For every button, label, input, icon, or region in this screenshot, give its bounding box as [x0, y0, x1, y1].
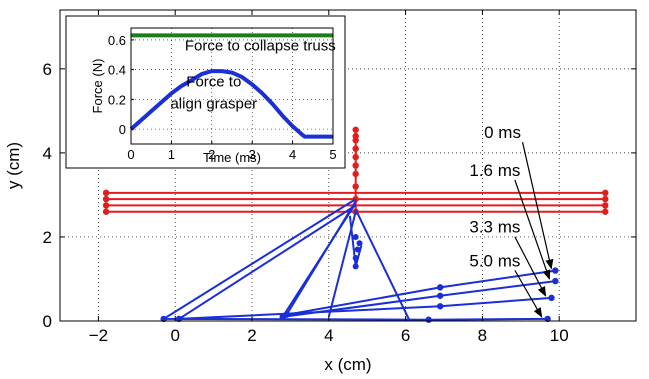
truss-node [102, 208, 110, 215]
grasper-joint [436, 303, 444, 310]
inset-x-tick-label: 1 [168, 147, 175, 162]
truss-node [602, 189, 609, 197]
annotation-arrow [514, 270, 543, 318]
inset-annotation: Force to [186, 74, 241, 91]
align-force-curve [129, 69, 333, 139]
time-annotation: 5.0 ms [469, 251, 520, 270]
grasper-joint [352, 263, 359, 270]
inset-y-tick-label: 0.2 [108, 92, 126, 107]
x-tick-label: −2 [89, 326, 108, 345]
truss-node [102, 189, 110, 197]
y-axis-label: y (cm) [4, 142, 23, 189]
annotation-arrow [521, 142, 554, 270]
truss-node [102, 202, 110, 209]
x-axis-label: x (cm) [324, 355, 371, 374]
truss-node [602, 208, 609, 215]
inset-x-tick-label: 0 [127, 147, 134, 162]
grasper-linkage [280, 202, 556, 319]
truss-node [352, 170, 359, 178]
grasper-joint [425, 316, 432, 323]
x-tick-label: 6 [401, 326, 410, 345]
truss-node [352, 145, 359, 152]
truss-node [352, 132, 359, 140]
grasper-joint [552, 277, 559, 285]
inset-x-tick-label: 3 [249, 147, 256, 162]
truss-node [602, 202, 609, 209]
inset-annotation: Force to collapse truss [185, 37, 336, 54]
inset-annotation: align grasper [170, 95, 257, 112]
y-tick-label: 4 [43, 144, 52, 163]
grasper-linkage [175, 204, 552, 321]
time-annotation: 1.6 ms [469, 161, 520, 180]
inset-x-axis-label: Time (ms) [203, 150, 261, 165]
grasper-joint [356, 240, 363, 247]
annotation-arrow [514, 236, 547, 297]
x-tick-label: 10 [550, 326, 569, 345]
annotation-arrow [514, 179, 551, 281]
grasper-joint [160, 315, 167, 323]
grasper-link [354, 209, 411, 321]
grasper-joint [548, 294, 555, 302]
y-tick-label: 0 [43, 312, 52, 331]
time-annotation: 0 ms [484, 123, 521, 142]
truss-node [352, 162, 359, 169]
grasper-linkage [160, 198, 548, 321]
x-tick-label: 8 [478, 326, 487, 345]
grasper-joint [436, 292, 444, 299]
inset-panel [65, 15, 346, 169]
inset-y-tick-label: 0.4 [108, 63, 126, 78]
y-tick-label: 6 [43, 60, 52, 79]
truss-node [602, 195, 609, 203]
grasper-joint [354, 246, 361, 253]
time-annotation: 3.3 ms [469, 218, 520, 237]
inset-x-tick-label: 5 [329, 147, 336, 162]
x-tick-label: 2 [247, 326, 256, 345]
grasper-joint [436, 284, 444, 291]
truss-node [352, 153, 359, 161]
truss-node [352, 126, 359, 133]
inset-x-tick-label: 4 [289, 147, 296, 162]
inset-y-axis-label: Force (N) [90, 59, 105, 114]
y-tick-label: 2 [43, 228, 52, 247]
inset-y-tick-label: 0 [119, 122, 126, 137]
x-tick-label: 0 [170, 326, 179, 345]
grasper-joint [352, 254, 359, 261]
truss-node [352, 183, 359, 190]
truss-node [102, 195, 110, 203]
grasper-joint [352, 233, 359, 240]
inset-frame [130, 27, 334, 145]
x-tick-label: 4 [324, 326, 333, 345]
inset-y-tick-label: 0.6 [108, 33, 126, 48]
grasper-joint [544, 315, 551, 323]
grasper-link [327, 211, 357, 318]
grasper-joint [552, 267, 559, 274]
inset-x-tick-label: 2 [208, 147, 215, 162]
plot-frame [59, 9, 637, 322]
